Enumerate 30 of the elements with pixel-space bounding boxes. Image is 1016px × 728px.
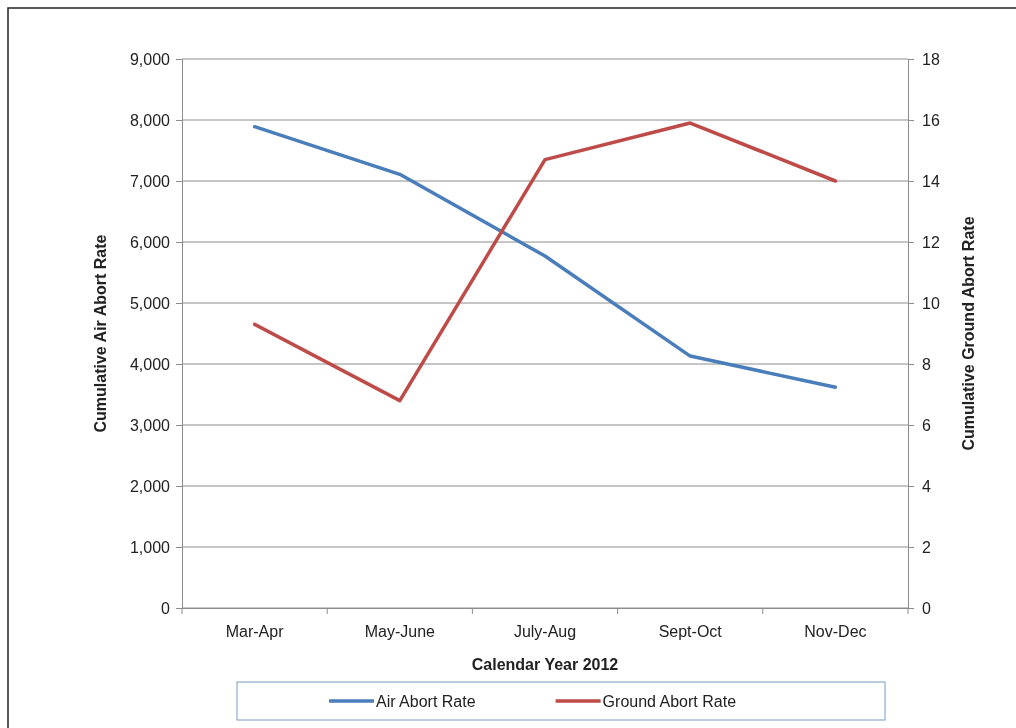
y2-tick-label: 16 [922,111,940,129]
legend-label: Ground Abort Rate [602,693,737,710]
y-tick-label: 5,000 [129,294,171,312]
y-tick-label: 6,000 [129,233,171,251]
x-axis-title: Calendar Year 2012 [471,656,619,673]
y-tick-label: 9,000 [129,50,171,68]
legend-label: Air Abort Rate [376,693,476,710]
y2-tick-label: 10 [922,294,940,312]
y2-tick-label: 8 [922,355,931,373]
y2-tick-label: 12 [922,233,940,251]
y2-axis-title: Cumulative Ground Abort Rate [960,216,977,451]
y-tick-label: 2,000 [129,477,171,495]
y-tick-label: 7,000 [129,172,171,190]
y2-tick-label: 6 [922,416,931,434]
y2-tick-label: 14 [922,172,940,190]
y2-tick-label: 0 [922,599,931,617]
y2-tick-label: 4 [922,477,931,495]
y2-tick-label: 18 [922,50,940,68]
y-tick-label: 3,000 [129,416,171,434]
y2-tick-label: 2 [922,538,931,556]
y-tick-label: 4,000 [129,355,171,373]
x-tick-label: May-June [364,623,436,641]
y-tick-label: 8,000 [129,111,171,129]
x-tick-label: Nov-Dec [804,623,867,641]
x-tick-label: July-Aug [513,623,577,641]
x-tick-label: Mar-Apr [225,623,285,641]
y-tick-label: 0 [161,599,171,617]
x-tick-label: Sept-Oct [658,623,723,641]
y-tick-label: 1,000 [129,538,171,556]
y-axis-title: Cumulative Air Abort Rate [92,234,109,433]
